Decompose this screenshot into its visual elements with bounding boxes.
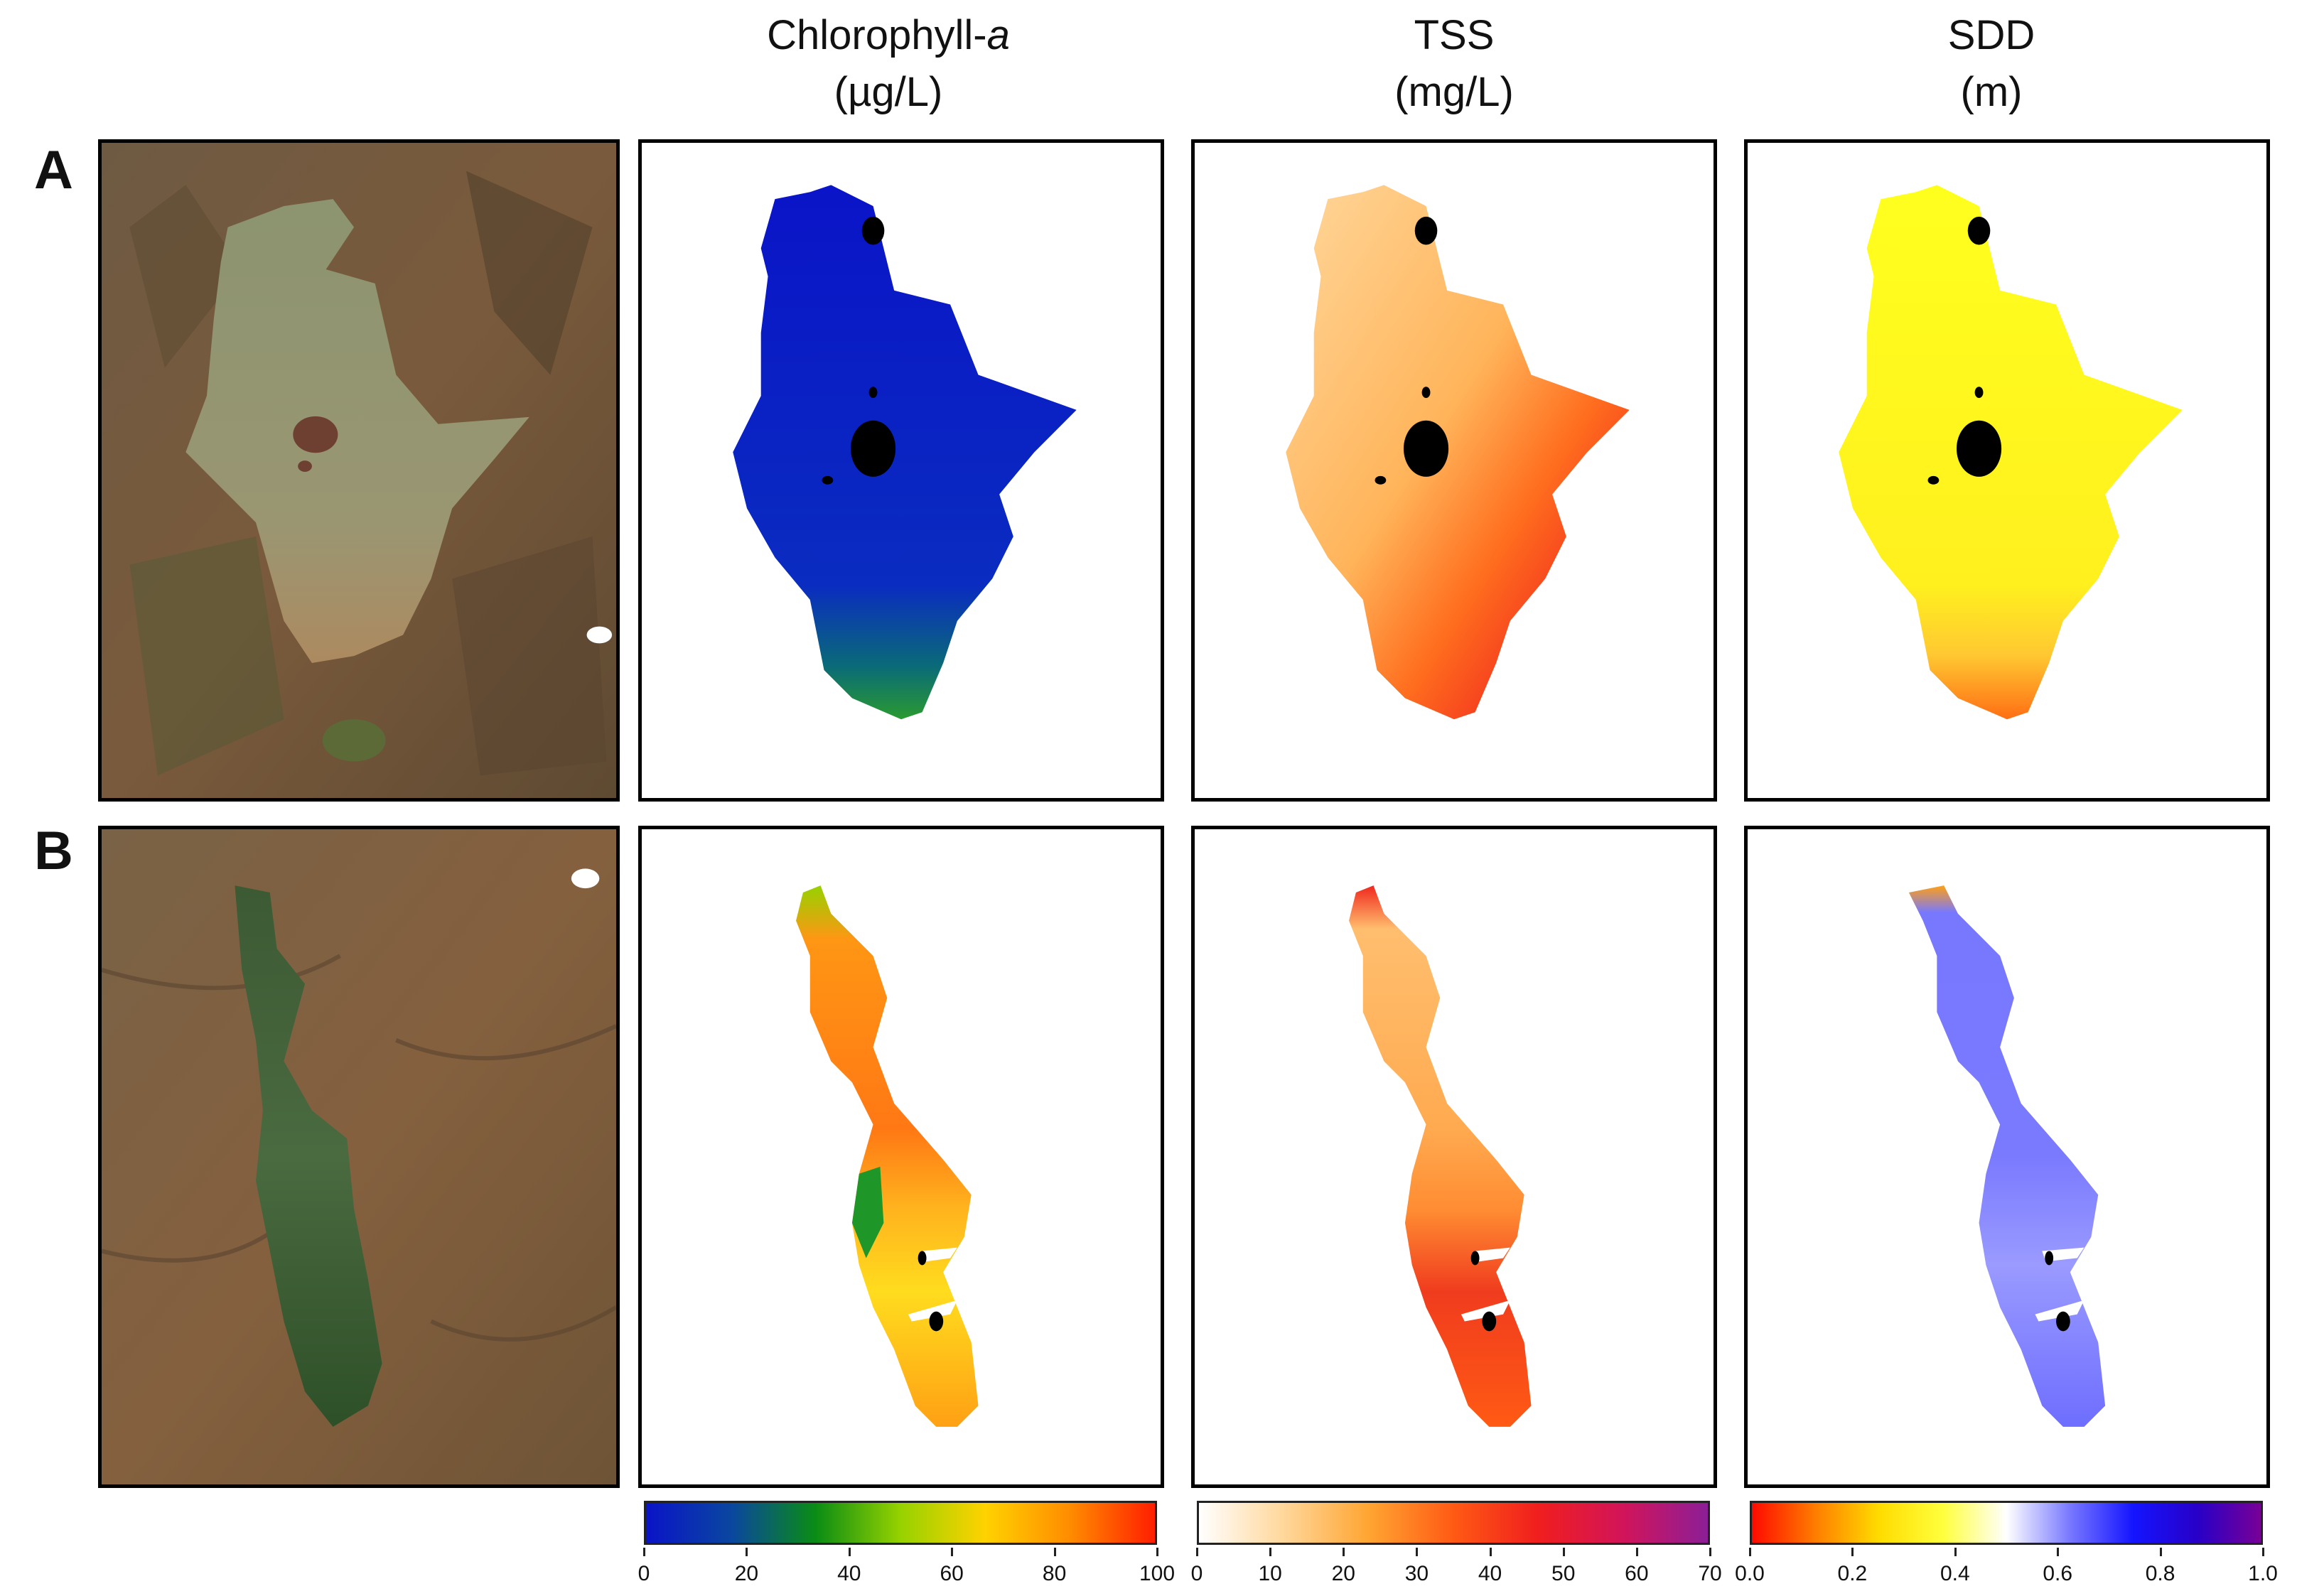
colorbar-tick-label: 0.2 [1837,1562,1868,1585]
colorbar-tick-label: 40 [1478,1562,1502,1585]
colorbar-tick-mark [1269,1548,1272,1556]
chl-title-line1: Chlorophyll- [767,12,987,58]
colorbar-tick-mark [1749,1548,1751,1556]
colorbar-tick-mark [1196,1548,1198,1556]
colorbar-tick-mark [2159,1548,2162,1556]
colorbar-tick-mark [746,1548,748,1556]
sdd-title-unit: (m) [1960,69,2023,115]
tss-title-line1: TSS [1414,12,1495,58]
colorbar-tick-label: 1.0 [2248,1562,2278,1585]
colorbar-tick-mark [951,1548,954,1556]
satellite-image-b [98,826,620,1488]
colorbar-tick-label: 20 [1331,1562,1355,1585]
tss-title-unit: (mg/L) [1394,69,1514,115]
colorbar-tick-mark [1416,1548,1419,1556]
colorbar-tss [1197,1501,1710,1545]
colorbar-tick-label: 0.6 [2043,1562,2073,1585]
colorbar-tick-mark [2057,1548,2060,1556]
chlorophyll-map-a [638,139,1164,802]
colorbar-tick-label: 100 [1139,1562,1176,1585]
column-title-tss: TSS (mg/L) [1191,7,1717,121]
colorbar-tick-mark [1053,1548,1056,1556]
sdd-map-a [1744,139,2270,802]
sdd-title-line1: SDD [1947,12,2035,58]
sdd-map-b [1744,826,2270,1488]
column-title-sdd: SDD (m) [1728,7,2254,121]
colorbar-tick-label: 40 [837,1562,861,1585]
column-title-chlorophyll: Chlorophyll-a (µg/L) [625,7,1151,121]
colorbar-tick-label: 0 [638,1562,650,1585]
chl-title-unit: (µg/L) [834,69,943,115]
tss-map-b [1191,826,1717,1488]
row-label-a: A [34,140,73,200]
colorbar-tick-label: 30 [1404,1562,1429,1585]
colorbar-tick-label: 0.4 [1940,1562,1970,1585]
colorbar-sdd [1750,1501,2263,1545]
colorbar-tick-mark [1954,1548,1957,1556]
satellite-image-a [98,139,620,802]
colorbar-chlorophyll [644,1501,1157,1545]
chl-title-italic: a [986,12,1010,58]
colorbar-tick-mark [643,1548,645,1556]
colorbar-tick-mark [2262,1548,2264,1556]
colorbar-tick-label: 60 [940,1562,964,1585]
colorbar-tick-mark [1156,1548,1158,1556]
row-label-b: B [34,821,73,881]
chlorophyll-map-b [638,826,1164,1488]
colorbar-tick-mark [1851,1548,1854,1556]
colorbar-tick-label: 0.8 [2145,1562,2175,1585]
colorbar-tick-label: 10 [1258,1562,1282,1585]
colorbar-tick-mark [1343,1548,1345,1556]
colorbar-tick-mark [1709,1548,1711,1556]
colorbar-tick-mark [1562,1548,1565,1556]
colorbar-tick-label: 50 [1551,1562,1576,1585]
colorbar-tick-label: 0 [1190,1562,1203,1585]
colorbar-tick-label: 20 [734,1562,759,1585]
tss-map-a [1191,139,1717,802]
colorbar-tick-mark [1635,1548,1638,1556]
colorbar-tick-label: 70 [1698,1562,1722,1585]
colorbar-tick-label: 60 [1625,1562,1649,1585]
colorbar-tick-mark [848,1548,851,1556]
colorbar-tick-label: 0.0 [1735,1562,1765,1585]
colorbar-tick-label: 80 [1042,1562,1067,1585]
colorbar-tick-mark [1489,1548,1492,1556]
